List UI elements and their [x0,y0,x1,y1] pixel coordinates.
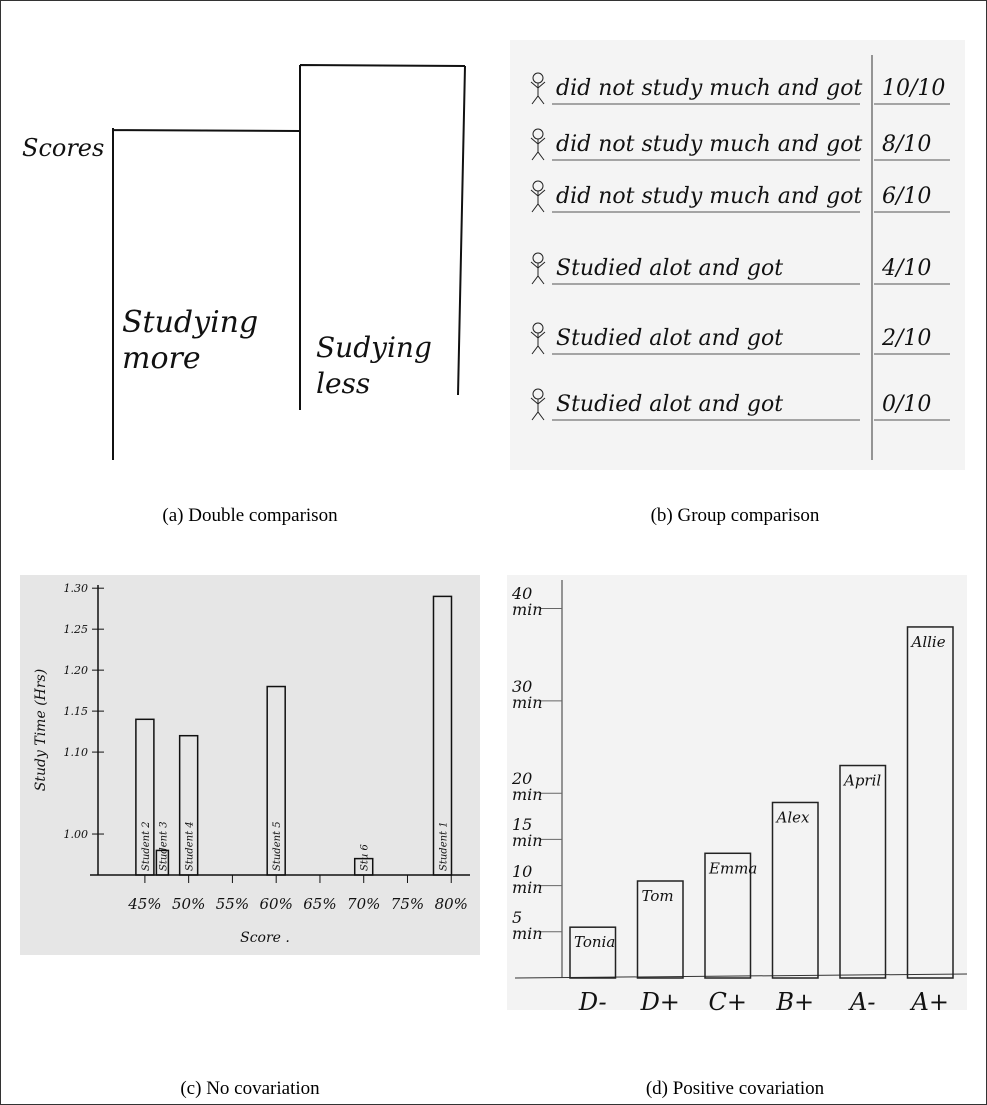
caption: (b) Group comparison [650,505,820,526]
y-tick-label: 15 min [512,815,543,851]
bar-label: Emma [708,859,757,877]
x-tick-label: 60% [260,895,293,913]
bar-label: Student 4 [185,821,196,871]
x-axis-label: Score . [240,930,290,946]
x-tick-label: 80% [435,895,468,913]
row-score: 6/10 [882,184,932,209]
figure-body [530,331,546,355]
row-text: Studied alot and got [556,256,784,281]
bar [178,734,199,876]
row-score: 10/10 [882,76,946,101]
caption: (a) Double comparison [162,505,338,526]
row-score: 0/10 [882,392,932,417]
row-text: Studied alot and got [556,326,784,351]
y-tick-label: 40 min [512,584,543,620]
row-text: Studied alot and got [556,392,784,417]
y-tick-label: 1.00 [64,828,89,841]
x-tick-label: C+ [709,988,747,1016]
figure-body [530,81,546,105]
bar-label: Studying more [122,305,259,376]
y-axis-label: Study Time (Hrs) [33,669,49,791]
bar [353,857,374,876]
y-tick-label: 1.30 [64,582,89,595]
x-tick-label: 50% [172,895,205,913]
y-tick-label: 10 min [512,861,543,897]
bar-label: Student 2 [141,821,152,871]
figure-body [530,189,546,213]
bar-label: April [842,772,881,790]
figure-body [530,397,546,421]
figure-body [530,137,546,161]
panel-d-bg [507,575,967,1010]
bar [135,718,155,876]
bar [636,880,684,979]
row-text: did not study much and got [556,132,863,157]
bar [569,926,617,979]
x-tick-label: D- [578,988,607,1016]
row-text: did not study much and got [556,184,863,209]
sketch-lines [112,64,466,460]
bar [266,685,286,876]
row-score: 2/10 [882,326,932,351]
bar [432,595,453,876]
x-tick-label: D+ [640,988,680,1016]
row-score: 8/10 [882,132,932,157]
bar [155,849,170,876]
bar-label: Sudying less [316,331,432,400]
y-tick-label: 30 min [512,676,543,712]
bar-label: Tonia [574,933,615,951]
bar-label: Stu 6 [360,844,371,871]
y-tick-label: 1.25 [64,623,89,636]
caption: (c) No covariation [180,1078,320,1099]
row-score: 4/10 [882,256,932,281]
bar-label: Alex [775,808,811,826]
x-tick-label: 45% [127,895,161,913]
x-tick-label: A- [848,988,875,1016]
y-tick-label: 1.20 [64,664,89,677]
y-tick-label: 20 min [512,769,543,805]
panel-a-sketch [112,64,466,460]
bar [906,626,954,979]
panel-b-bg [510,40,965,470]
x-tick-label: 65% [303,895,336,913]
figure-body [530,261,546,285]
bar-label: Allie [910,633,946,651]
x-tick-label: 70% [347,895,380,913]
axis-label: Scores [22,134,105,162]
y-tick-label: 5 min [512,907,543,943]
bar-label: Student 5 [272,821,283,871]
row-text: did not study much and got [556,76,863,101]
panel-c-bg [20,575,480,955]
x-tick-label: 55% [216,895,249,913]
bar [704,852,752,979]
bar-label: Tom [642,887,674,905]
x-tick-label: B+ [775,988,814,1016]
y-tick-label: 1.10 [64,746,89,759]
bar [771,801,819,979]
y-tick-label: 1.15 [64,705,89,718]
bar [839,764,887,979]
bar-label: Student 3 [158,821,169,871]
x-tick-label: A+ [910,988,949,1016]
caption: (d) Positive covariation [645,1078,825,1099]
bar-label: Student 1 [438,821,449,871]
x-tick-label: 75% [391,895,424,913]
